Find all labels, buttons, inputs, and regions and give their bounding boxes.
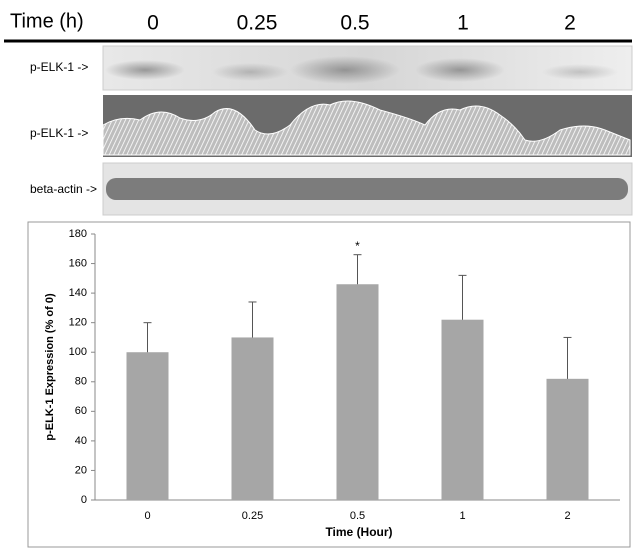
y-tick-label: 20: [75, 464, 87, 476]
y-tick-label: 160: [69, 257, 87, 269]
x-tick-label: 0: [144, 510, 150, 522]
surface-mesh: [102, 100, 631, 156]
error-bar: [143, 322, 152, 353]
blot-band: [106, 178, 628, 200]
x-tick-label: 0.25: [242, 510, 263, 522]
error-bar: [458, 274, 467, 320]
time-point: 1: [457, 12, 469, 35]
chart-frame: [27, 221, 631, 548]
time-label: Time (h): [10, 10, 84, 32]
y-axis-title: p-ELK-1 Expression (% of 0): [44, 293, 56, 441]
x-tick-label: 1: [459, 510, 465, 522]
bar: [231, 337, 274, 500]
y-tick-label: 60: [75, 405, 87, 417]
bar: [336, 284, 379, 500]
blot-bands: [105, 56, 618, 84]
bar: [126, 352, 169, 500]
time-point: 0.5: [340, 12, 369, 35]
time-point: 2: [564, 12, 576, 35]
y-tick-label: 180: [69, 228, 87, 240]
x-tick-label: 2: [564, 510, 570, 522]
y-tick-label: 0: [81, 494, 87, 506]
x-axis-title: Time (Hour): [325, 525, 392, 539]
y-tick-label: 40: [75, 435, 87, 447]
x-tick-label: 0.5: [350, 510, 365, 522]
significance-mark: *: [355, 239, 360, 253]
time-point: 0: [147, 12, 159, 35]
error-bar: [563, 336, 572, 379]
error-bar: [248, 301, 257, 338]
y-tick-label: 100: [69, 346, 87, 358]
row-label: p-ELK-1 ->: [30, 60, 88, 74]
y-tick-label: 80: [75, 376, 87, 388]
y-tick-label: 140: [69, 287, 87, 299]
row-label: beta-actin ->: [30, 182, 97, 196]
row-label: p-ELK-1 ->: [30, 126, 88, 140]
y-tick-label: 120: [69, 317, 87, 329]
bar: [441, 319, 484, 500]
error-bar: [353, 254, 362, 285]
bar: [546, 378, 589, 500]
time-point: 0.25: [237, 12, 278, 35]
